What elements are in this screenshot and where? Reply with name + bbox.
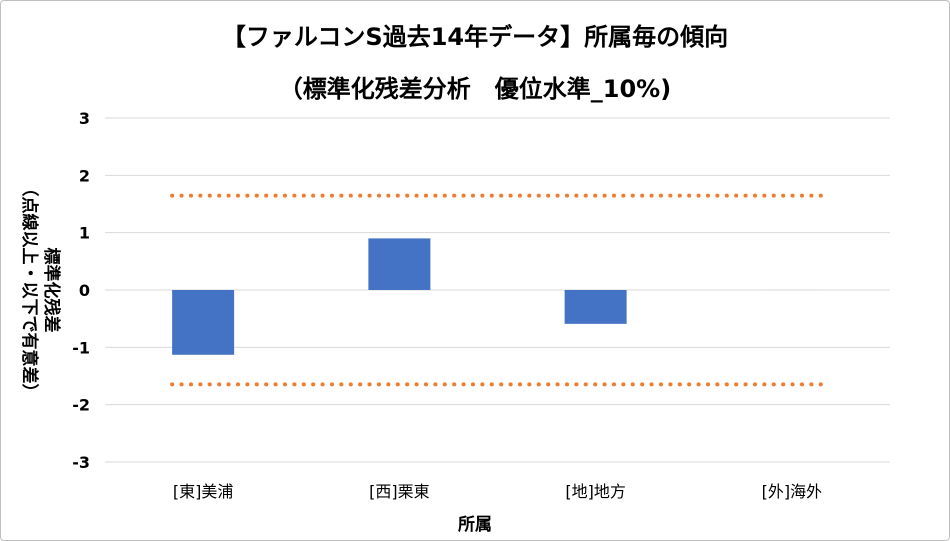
y-tick-label: 3 <box>79 109 90 128</box>
y-tick-label: -3 <box>72 453 90 472</box>
y-tick-label: 1 <box>79 224 90 243</box>
x-tick-label: [地]地方 <box>565 482 626 501</box>
y-tick-label: 0 <box>79 281 90 300</box>
bar-2 <box>368 238 431 290</box>
y-tick-labels: 3 2 1 0 -1 -2 -3 <box>72 109 90 472</box>
x-tick-label: [西]栗東 <box>369 482 430 501</box>
bars <box>172 238 823 355</box>
x-tick-label: [東]美浦 <box>173 482 234 501</box>
bar-1 <box>172 290 235 355</box>
y-tick-label: -1 <box>72 338 90 357</box>
y-tick-label: 2 <box>79 166 90 185</box>
chart-title-line-1: 【ファルコンS過去14年データ】所属毎の傾向 <box>221 23 729 51</box>
gridlines <box>105 117 890 463</box>
chart-title-line-2: （標準化残差分析 優位水準_10%) <box>278 75 672 103</box>
x-axis-title: 所属 <box>458 515 492 535</box>
y-tick-label: -2 <box>72 396 90 415</box>
x-tick-label: [外]海外 <box>762 482 823 501</box>
x-tick-labels: [東]美浦 [西]栗東 [地]地方 [外]海外 <box>173 482 822 501</box>
bar-3 <box>564 290 627 324</box>
